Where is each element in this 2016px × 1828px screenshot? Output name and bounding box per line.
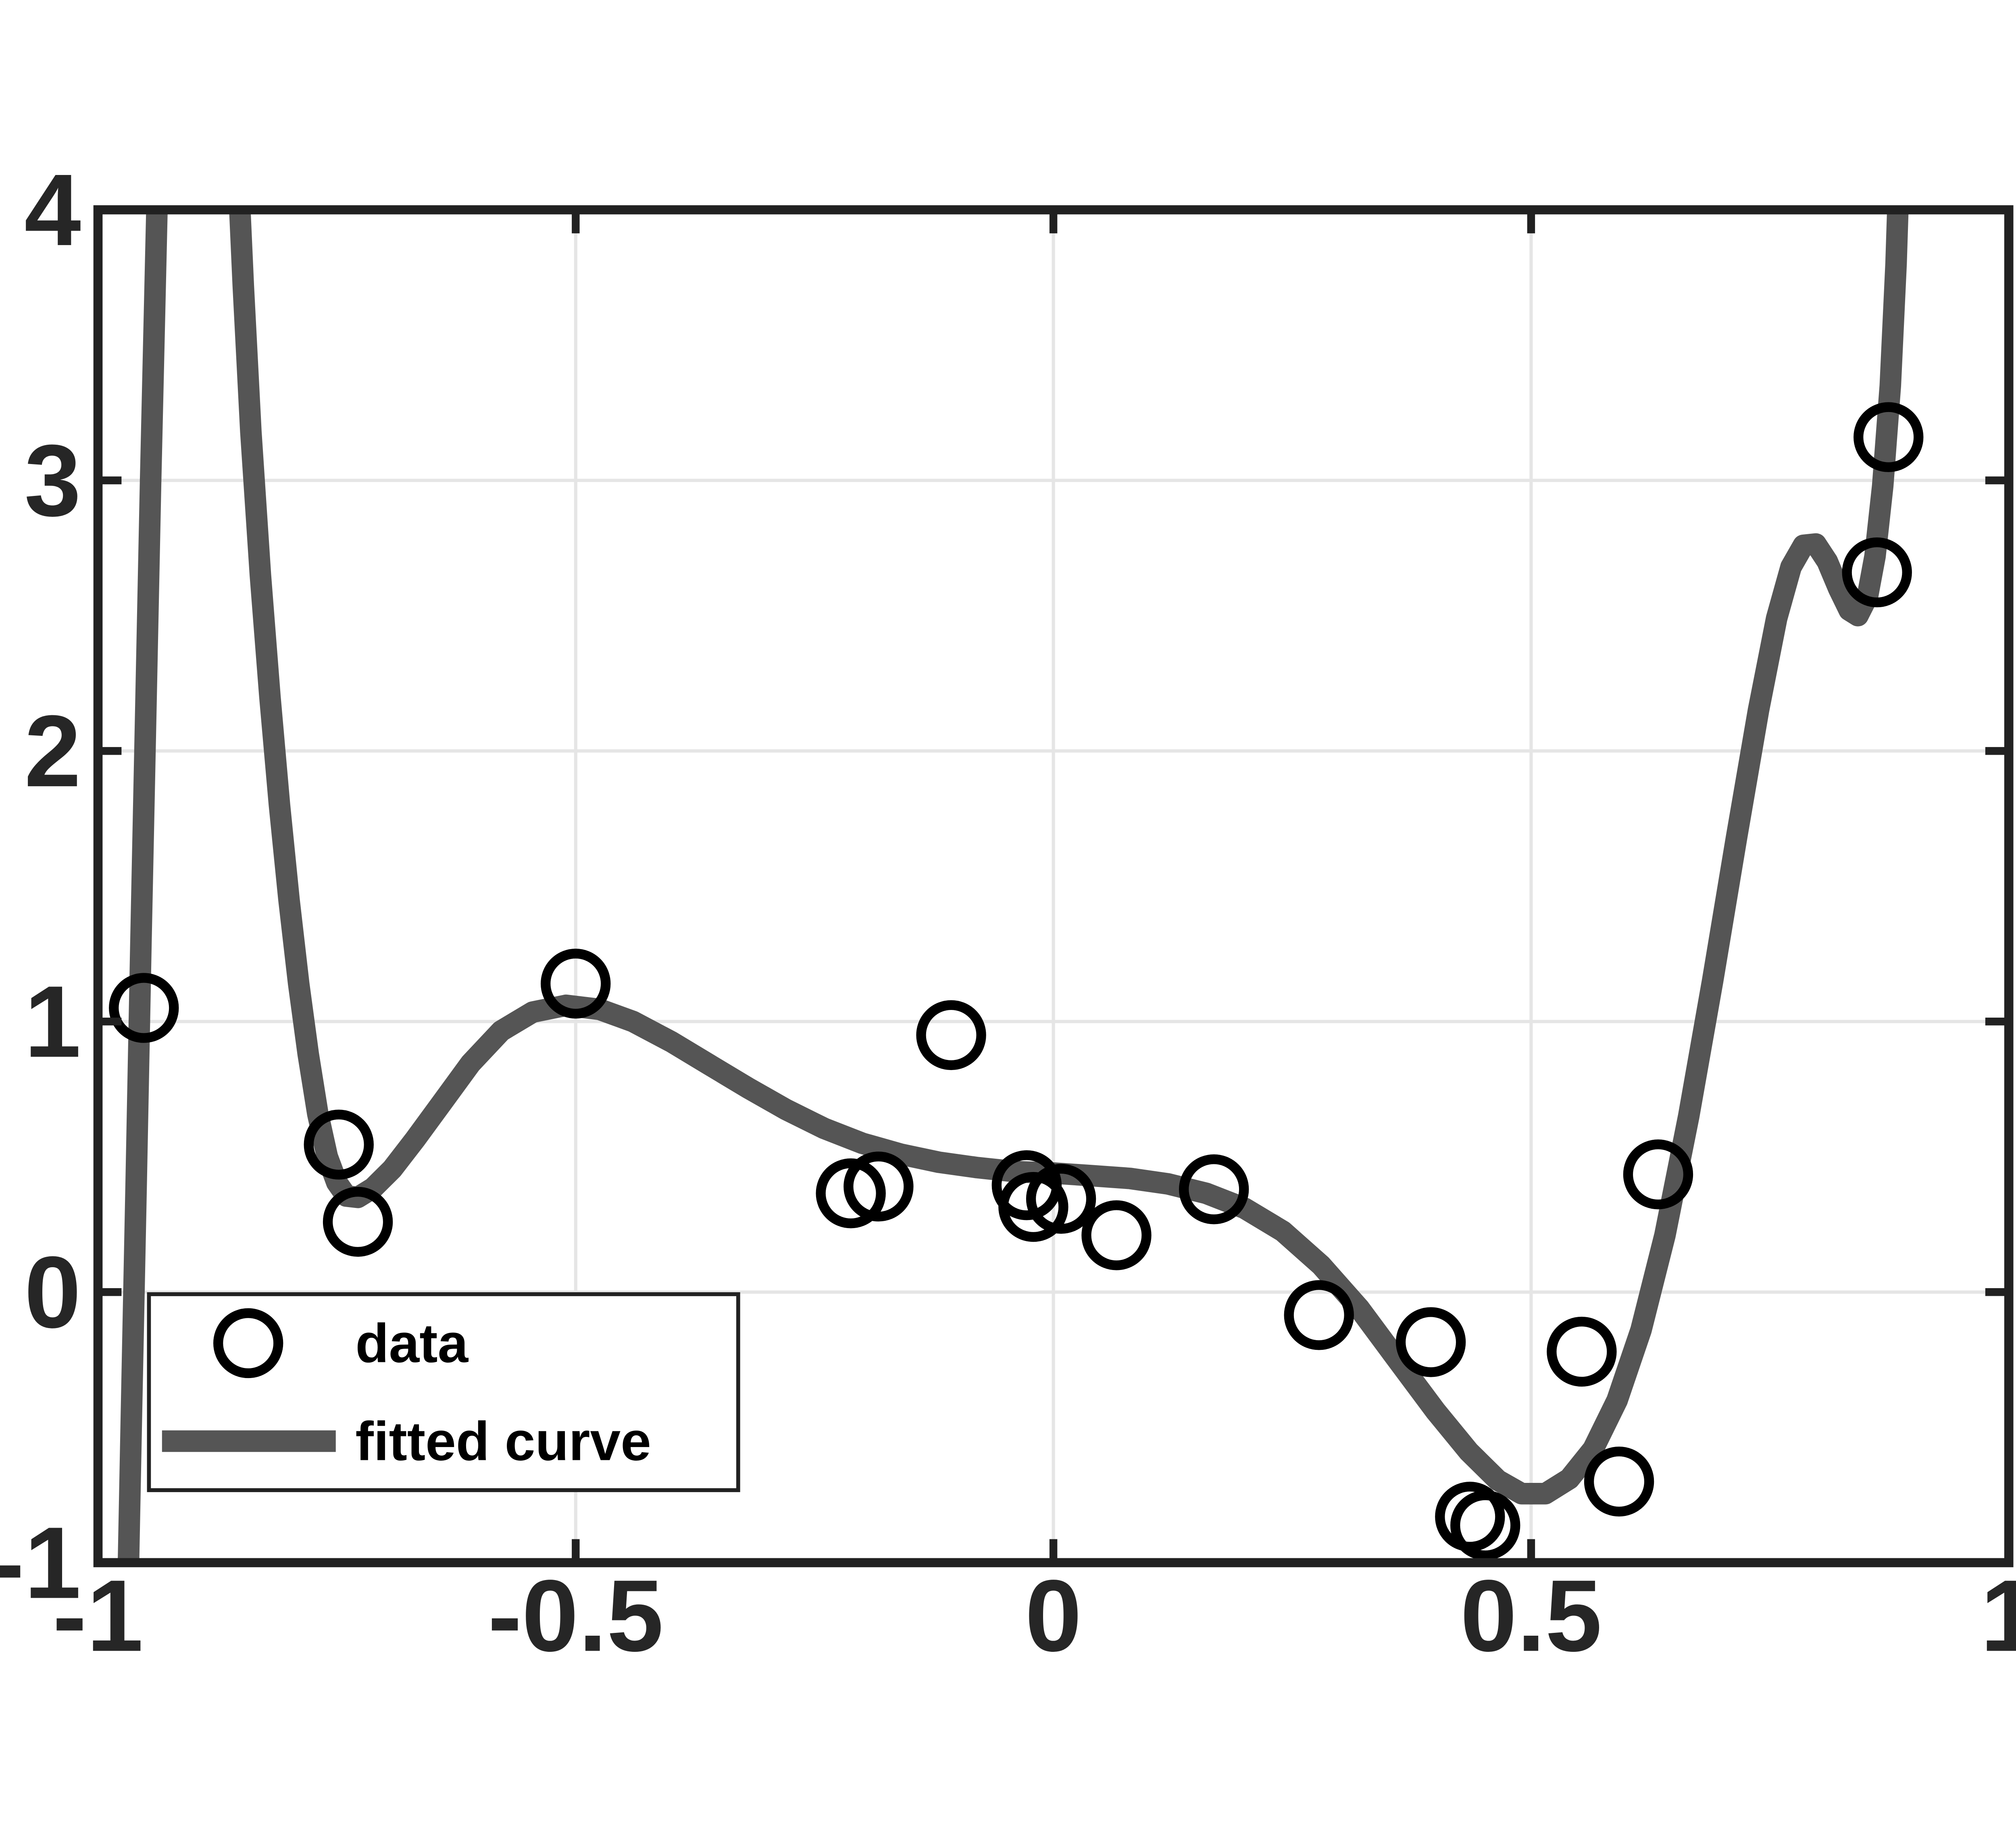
data-point-marker: [1547, 1316, 1617, 1387]
legend-entry-label: fitted curve: [355, 1411, 651, 1472]
data-point-marker: [1623, 1139, 1693, 1210]
data-point-marker: [541, 949, 611, 1019]
data-point-marker: [1450, 1490, 1520, 1560]
data-point-marker: [998, 1172, 1068, 1242]
y-axis-tick-label: 1: [24, 964, 81, 1078]
y-axis-tick-label: 2: [24, 694, 81, 808]
legend-box: [147, 1292, 740, 1492]
y-axis-tick-label: -1: [0, 1505, 81, 1620]
data-point-marker: [843, 1151, 914, 1222]
data-point-marker: [323, 1187, 393, 1257]
x-axis-tick-label: -0.5: [488, 1559, 664, 1673]
axes-box-border: [93, 205, 2014, 1568]
data-point-marker: [1081, 1200, 1152, 1270]
y-axis-tick-label: 3: [24, 423, 81, 537]
x-axis-tick-label: 0: [1025, 1559, 1082, 1673]
data-point-marker: [1395, 1307, 1466, 1377]
legend-entry-label: data: [355, 1312, 469, 1374]
data-point-marker: [1284, 1280, 1354, 1350]
legend-data-marker-icon: [213, 1308, 283, 1378]
y-axis-tick-label: 4: [24, 153, 81, 267]
x-axis-tick-label: 1: [1981, 1559, 2016, 1673]
data-point-marker: [109, 973, 179, 1043]
data-point-marker: [1584, 1446, 1654, 1517]
x-axis-tick-label: 0.5: [1460, 1559, 1602, 1673]
data-point-marker: [1026, 1164, 1096, 1234]
data-point-marker: [1179, 1154, 1249, 1224]
data-point-marker: [916, 1000, 986, 1070]
x-axis-tick-label: -1: [53, 1559, 144, 1673]
data-point-marker: [1842, 537, 1912, 608]
data-point-marker: [304, 1110, 374, 1180]
y-axis-tick-label: 0: [24, 1235, 81, 1349]
data-point-marker: [1854, 402, 1924, 472]
data-point-marker: [816, 1158, 886, 1228]
fitted-curve-line: [117, 210, 168, 1563]
legend: data fitted curve: [147, 1292, 740, 1492]
